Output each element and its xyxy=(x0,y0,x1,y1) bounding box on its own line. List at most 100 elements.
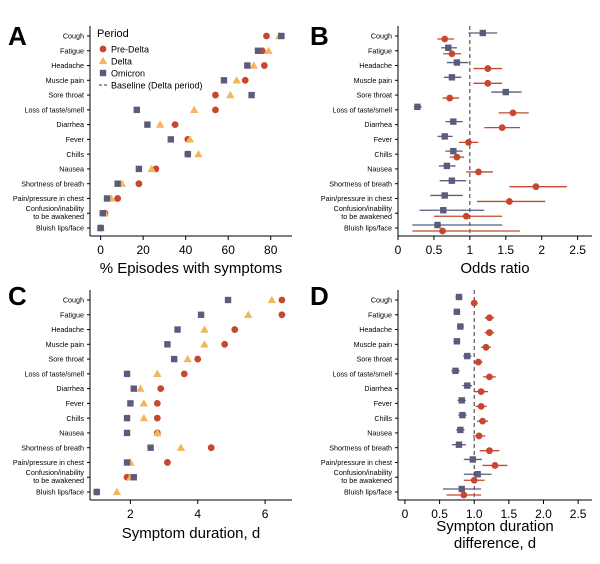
x-tick-label: 4 xyxy=(194,507,201,521)
data-point xyxy=(450,147,457,155)
y-tick-label: Headache xyxy=(359,325,392,334)
data-point xyxy=(441,133,448,140)
y-tick-label: Pain/pressure in chest xyxy=(321,458,392,467)
x-tick-label: 1.5 xyxy=(501,507,518,521)
data-point xyxy=(446,94,454,102)
y-tick-label: Chills xyxy=(374,150,392,159)
data-point xyxy=(176,443,186,451)
data-point xyxy=(465,138,472,146)
y-tick-label-line: Confusion/inability xyxy=(334,204,393,213)
series-pre-delta xyxy=(412,35,567,235)
y-tick-label: Fatigue xyxy=(368,46,392,55)
y-tick-label: Diarrhea xyxy=(56,384,84,393)
data-point xyxy=(155,120,165,128)
x-tick-label: 40 xyxy=(179,243,193,257)
y-tick-label-line: Confusion/inability xyxy=(26,468,85,477)
y-tick-label: Fever xyxy=(374,399,393,408)
data-point xyxy=(130,385,137,392)
y-tick-label: Shortness of breath xyxy=(21,179,84,188)
panel-letter: C xyxy=(8,281,27,311)
data-point xyxy=(241,76,249,84)
data-point xyxy=(479,417,486,425)
x-axis-title-line: Sympton duration xyxy=(436,518,554,535)
y-tick-label: Cough xyxy=(63,296,84,305)
y-tick-label: Confusion/inability to be awakened xyxy=(26,468,85,485)
series-omicron xyxy=(443,293,492,493)
y-tick-label: Diarrhea xyxy=(364,384,392,393)
data-point xyxy=(458,485,465,493)
y-tick-label: Loss of taste/smell xyxy=(332,105,392,114)
data-point xyxy=(139,399,149,407)
data-point xyxy=(185,135,195,143)
data-point xyxy=(231,326,239,333)
y-tick-label: Cough xyxy=(63,32,84,41)
data-point xyxy=(484,65,492,72)
y-tick-label: Sore throat xyxy=(48,355,84,364)
data-point xyxy=(264,46,273,54)
data-point xyxy=(453,308,461,315)
y-tick-label-line: Confusion/inability xyxy=(334,468,393,477)
data-point xyxy=(263,32,270,40)
y-tick-label: Bluish lips/face xyxy=(36,224,84,233)
y-tick-label: Muscle pain xyxy=(354,76,392,85)
data-point xyxy=(224,296,232,304)
data-point xyxy=(197,311,205,318)
x-axis-title: Odds ratio xyxy=(460,260,529,277)
y-tick-label: Chills xyxy=(66,414,84,423)
data-point xyxy=(171,121,179,129)
data-point xyxy=(462,212,470,220)
data-point xyxy=(469,456,477,463)
x-axis-title-line: Symptom duration, d xyxy=(122,525,260,542)
data-point xyxy=(232,76,241,84)
y-tick-label: Fatigue xyxy=(60,310,84,319)
x-axis-title-line: Odds ratio xyxy=(460,260,529,277)
y-tick-label: Fever xyxy=(374,135,393,144)
data-point xyxy=(123,429,131,437)
series-omicron xyxy=(412,29,522,229)
y-tick-label: Chills xyxy=(66,150,84,159)
data-point xyxy=(114,195,122,202)
legend-marker xyxy=(99,69,107,77)
data-point xyxy=(434,221,441,229)
data-point xyxy=(505,198,513,205)
data-point xyxy=(200,340,209,348)
data-point xyxy=(445,44,452,51)
x-tick-label: 2.5 xyxy=(569,243,586,257)
y-tick-label-line: to be awakened xyxy=(341,212,392,221)
y-tick-label: Muscle pain xyxy=(354,340,392,349)
y-tick-label: Pain/pressure in chest xyxy=(13,194,84,203)
x-axis-title: % Episodes with symptoms xyxy=(100,260,283,277)
data-point xyxy=(249,61,258,69)
y-tick-label-line: to be awakened xyxy=(33,212,84,221)
data-point xyxy=(226,90,235,99)
data-point xyxy=(189,105,199,113)
data-point xyxy=(136,384,145,392)
y-tick-label: Fever xyxy=(66,399,85,408)
data-point xyxy=(212,91,219,99)
y-tick-label: Bluish lips/face xyxy=(344,224,392,233)
data-point xyxy=(448,177,456,184)
y-tick-label: Fatigue xyxy=(368,310,392,319)
y-tick-label: Nausea xyxy=(367,165,392,174)
data-point xyxy=(248,91,255,99)
data-point xyxy=(457,323,464,330)
data-point xyxy=(457,426,464,434)
panel-c: C Cough Fatigue Headache Muscle pain Sore thr… xyxy=(8,281,292,542)
legend-title: Period xyxy=(97,28,129,40)
y-tick-label: Nausea xyxy=(367,429,392,438)
y-tick-label: Pain/pressure in chest xyxy=(13,458,84,467)
x-tick-label: 2 xyxy=(538,243,545,257)
data-point xyxy=(244,62,251,69)
data-point xyxy=(477,402,485,410)
data-point xyxy=(464,352,471,360)
data-point xyxy=(103,195,111,202)
data-point xyxy=(484,79,492,87)
data-point xyxy=(479,29,486,37)
x-tick-label: 2.5 xyxy=(570,507,587,521)
data-point xyxy=(147,444,154,451)
series-pre-delta xyxy=(93,296,286,496)
series-pre-delta xyxy=(97,32,270,232)
data-point xyxy=(200,325,209,333)
data-point xyxy=(194,149,203,158)
data-point xyxy=(130,474,137,481)
